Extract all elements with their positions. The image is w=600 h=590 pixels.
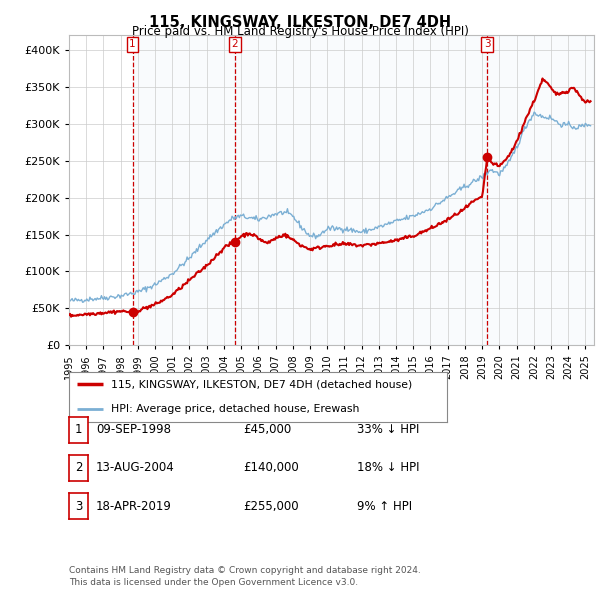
Text: 9% ↑ HPI: 9% ↑ HPI [357, 500, 412, 513]
Text: £45,000: £45,000 [243, 423, 291, 436]
Text: £255,000: £255,000 [243, 500, 299, 513]
Text: 115, KINGSWAY, ILKESTON, DE7 4DH (detached house): 115, KINGSWAY, ILKESTON, DE7 4DH (detach… [110, 379, 412, 389]
Text: 18-APR-2019: 18-APR-2019 [96, 500, 172, 513]
Text: Contains HM Land Registry data © Crown copyright and database right 2024.
This d: Contains HM Land Registry data © Crown c… [69, 566, 421, 587]
Bar [487, 35, 594, 345]
Text: 18% ↓ HPI: 18% ↓ HPI [357, 461, 419, 474]
Text: 33% ↓ HPI: 33% ↓ HPI [357, 423, 419, 436]
Text: £140,000: £140,000 [243, 461, 299, 474]
Bar [133, 35, 235, 345]
Text: Price paid vs. HM Land Registry's House Price Index (HPI): Price paid vs. HM Land Registry's House … [131, 25, 469, 38]
Text: 2: 2 [231, 40, 238, 49]
Text: 13-AUG-2004: 13-AUG-2004 [96, 461, 175, 474]
Text: 1: 1 [129, 40, 136, 49]
Bar [235, 35, 487, 345]
Text: 115, KINGSWAY, ILKESTON, DE7 4DH: 115, KINGSWAY, ILKESTON, DE7 4DH [149, 15, 451, 30]
Text: 09-SEP-1998: 09-SEP-1998 [96, 423, 171, 436]
Text: 1: 1 [75, 423, 82, 436]
Text: 3: 3 [484, 40, 491, 49]
Text: HPI: Average price, detached house, Erewash: HPI: Average price, detached house, Erew… [110, 404, 359, 414]
Text: 2: 2 [75, 461, 82, 474]
Text: 3: 3 [75, 500, 82, 513]
